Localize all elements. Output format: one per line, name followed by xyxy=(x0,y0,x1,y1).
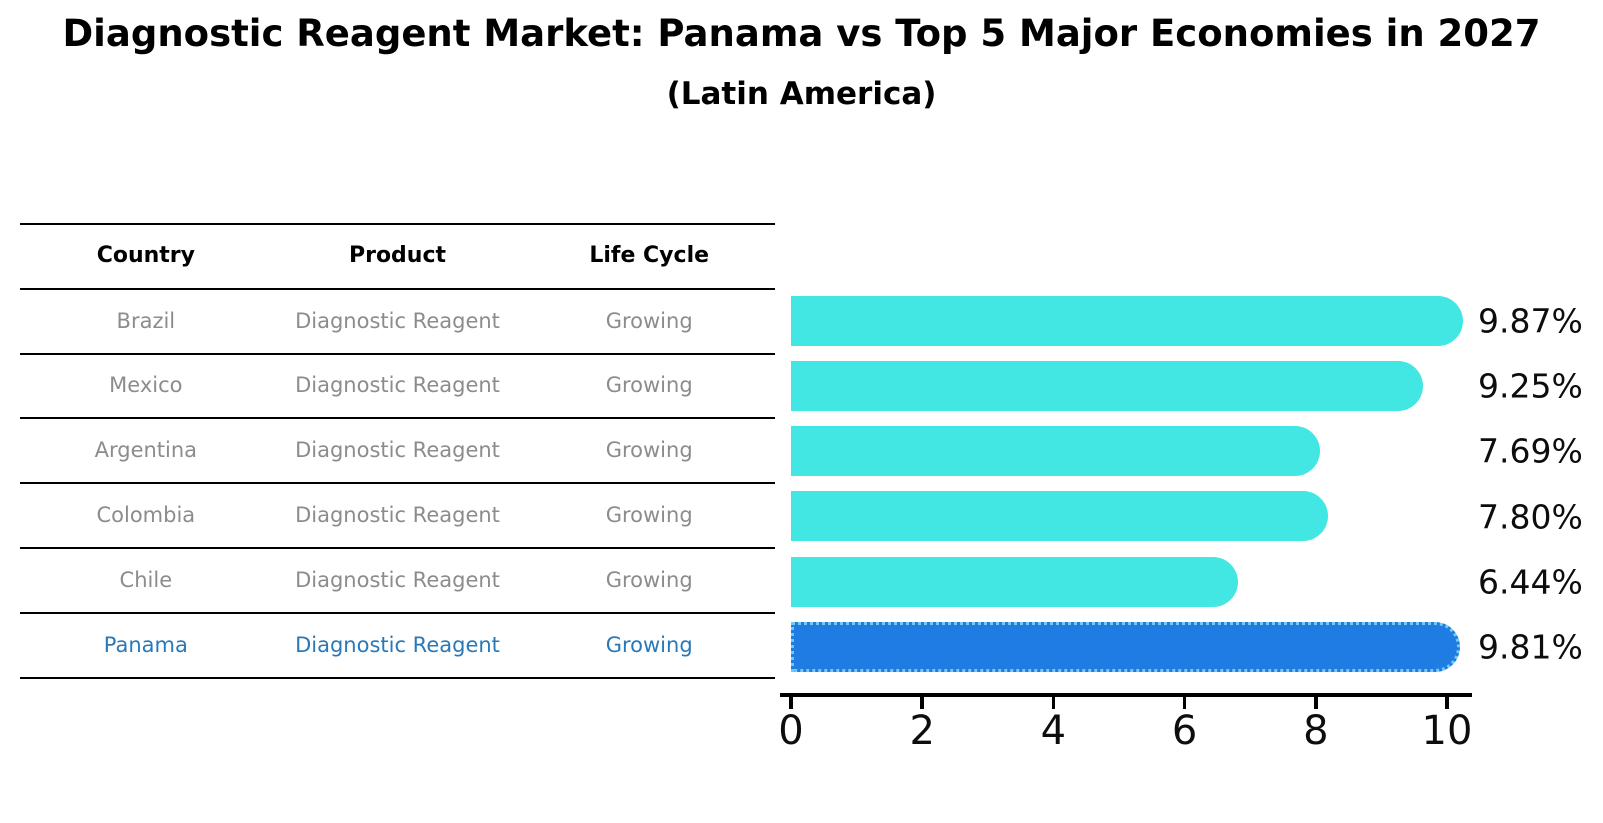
value-label: 9.25% xyxy=(1478,366,1583,406)
country-table: Country Product Life Cycle Brazil Diagno… xyxy=(20,223,775,679)
bar-panama-highlighted xyxy=(791,622,1460,673)
cell-country: Chile xyxy=(119,567,173,592)
value-label: 9.87% xyxy=(1478,301,1583,341)
x-tick-mark xyxy=(920,696,924,709)
x-tick-mark xyxy=(1182,696,1187,709)
cell-lifecycle: Growing xyxy=(605,438,693,463)
cell-lifecycle: Growing xyxy=(605,373,693,398)
chart-title: Diagnostic Reagent Market: Panama vs Top… xyxy=(62,12,1541,55)
bar-row: 7.69% xyxy=(791,419,1583,484)
column-header-lifecycle: Life Cycle xyxy=(589,243,710,269)
x-tick-label: 2 xyxy=(909,708,935,754)
cell-product: Diagnostic Reagent xyxy=(295,567,500,592)
bar-row: 9.81% xyxy=(791,615,1583,680)
value-label: 9.81% xyxy=(1478,627,1583,667)
x-tick-label: 6 xyxy=(1171,708,1198,754)
cell-lifecycle: Growing xyxy=(605,567,693,592)
cell-country: Brazil xyxy=(116,308,176,333)
cell-country: Colombia xyxy=(96,503,196,528)
table-row-panama: Panama Diagnostic Reagent Growing xyxy=(20,614,775,679)
x-tick-label: 0 xyxy=(778,708,804,754)
column-header-product: Product xyxy=(348,243,447,269)
cell-product: Diagnostic Reagent xyxy=(295,373,500,398)
bar-colombia xyxy=(791,491,1328,542)
bar-chart: 9.87% 9.25% 7.69% 7.80% 6.44% 9.81% 0 xyxy=(778,288,1583,788)
value-label: 6.44% xyxy=(1478,562,1583,602)
cell-product: Diagnostic Reagent xyxy=(295,438,500,463)
cell-lifecycle: Growing xyxy=(605,632,693,657)
cell-country: Mexico xyxy=(109,373,183,398)
column-header-country: Country xyxy=(96,243,195,269)
chart-subtitle: (Latin America) xyxy=(666,76,937,112)
bar-row: 9.87% xyxy=(791,288,1583,353)
cell-product: Diagnostic Reagent xyxy=(295,308,500,333)
table-row: Brazil Diagnostic Reagent Growing xyxy=(20,290,775,355)
x-tick-mark xyxy=(789,696,793,709)
bar-chile xyxy=(791,556,1239,607)
table-row: Chile Diagnostic Reagent Growing xyxy=(20,549,775,614)
bar-argentina xyxy=(791,426,1321,477)
cell-lifecycle: Growing xyxy=(605,503,693,528)
bar-mexico xyxy=(791,360,1423,411)
table-header-row: Country Product Life Cycle xyxy=(20,225,775,290)
x-axis-spine xyxy=(780,693,1472,697)
table-row: Argentina Diagnostic Reagent Growing xyxy=(20,419,775,485)
x-tick-label: 8 xyxy=(1303,708,1329,754)
x-tick-label: 10 xyxy=(1421,708,1473,754)
bar-row: 9.25% xyxy=(791,353,1583,418)
cell-country: Panama xyxy=(103,632,188,657)
x-tick-mark xyxy=(1314,696,1318,709)
x-tick-mark xyxy=(1051,696,1056,709)
table-row: Mexico Diagnostic Reagent Growing xyxy=(20,355,775,420)
cell-product: Diagnostic Reagent xyxy=(295,632,500,657)
cell-product: Diagnostic Reagent xyxy=(295,503,500,528)
cell-lifecycle: Growing xyxy=(605,308,693,333)
bar-row: 7.80% xyxy=(791,484,1583,549)
x-tick-label: 4 xyxy=(1040,708,1067,754)
value-label: 7.69% xyxy=(1478,431,1583,471)
cell-country: Argentina xyxy=(94,438,198,463)
x-tick-mark xyxy=(1445,696,1449,709)
value-label: 7.80% xyxy=(1478,497,1583,537)
table-row: Colombia Diagnostic Reagent Growing xyxy=(20,484,775,549)
bar-brazil xyxy=(791,295,1464,346)
bar-row: 6.44% xyxy=(791,549,1583,614)
